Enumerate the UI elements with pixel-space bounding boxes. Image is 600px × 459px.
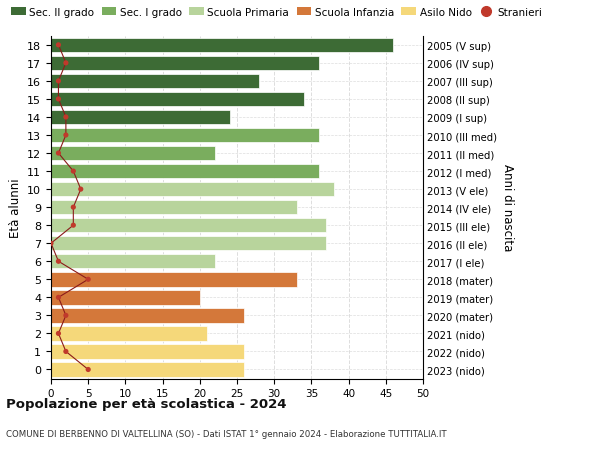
Bar [51,308,244,323]
Point [53,96,63,103]
Point [61,312,71,319]
Bar [51,218,326,233]
Point [83,366,93,373]
Point [61,60,71,67]
Point [68,204,78,211]
Point [61,348,71,355]
Bar [51,129,319,143]
Bar [51,254,215,269]
Bar [51,273,296,287]
Bar [51,183,334,197]
Bar [51,39,393,53]
Bar [51,111,230,125]
Point [61,114,71,121]
Text: Popolazione per età scolastica - 2024: Popolazione per età scolastica - 2024 [6,397,287,410]
Bar [51,93,304,107]
Bar [51,326,207,341]
Bar [51,74,259,89]
Legend: Sec. II grado, Sec. I grado, Scuola Primaria, Scuola Infanzia, Asilo Nido, Stran: Sec. II grado, Sec. I grado, Scuola Prim… [11,7,542,17]
Point [68,222,78,230]
Point [61,132,71,140]
Y-axis label: Età alunni: Età alunni [8,178,22,237]
Bar [51,56,319,71]
Bar [51,344,244,359]
Bar [51,146,215,161]
Bar [51,236,326,251]
Point [46,240,56,247]
Bar [51,363,244,377]
Point [83,276,93,283]
Point [53,150,63,157]
Point [53,258,63,265]
Bar [51,201,296,215]
Text: COMUNE DI BERBENNO DI VALTELLINA (SO) - Dati ISTAT 1° gennaio 2024 - Elaborazion: COMUNE DI BERBENNO DI VALTELLINA (SO) - … [6,429,446,438]
Y-axis label: Anni di nascita: Anni di nascita [501,164,514,251]
Point [53,42,63,50]
Bar [51,291,200,305]
Point [76,186,86,193]
Point [53,330,63,337]
Point [53,78,63,85]
Point [68,168,78,175]
Point [53,294,63,302]
Bar [51,164,319,179]
